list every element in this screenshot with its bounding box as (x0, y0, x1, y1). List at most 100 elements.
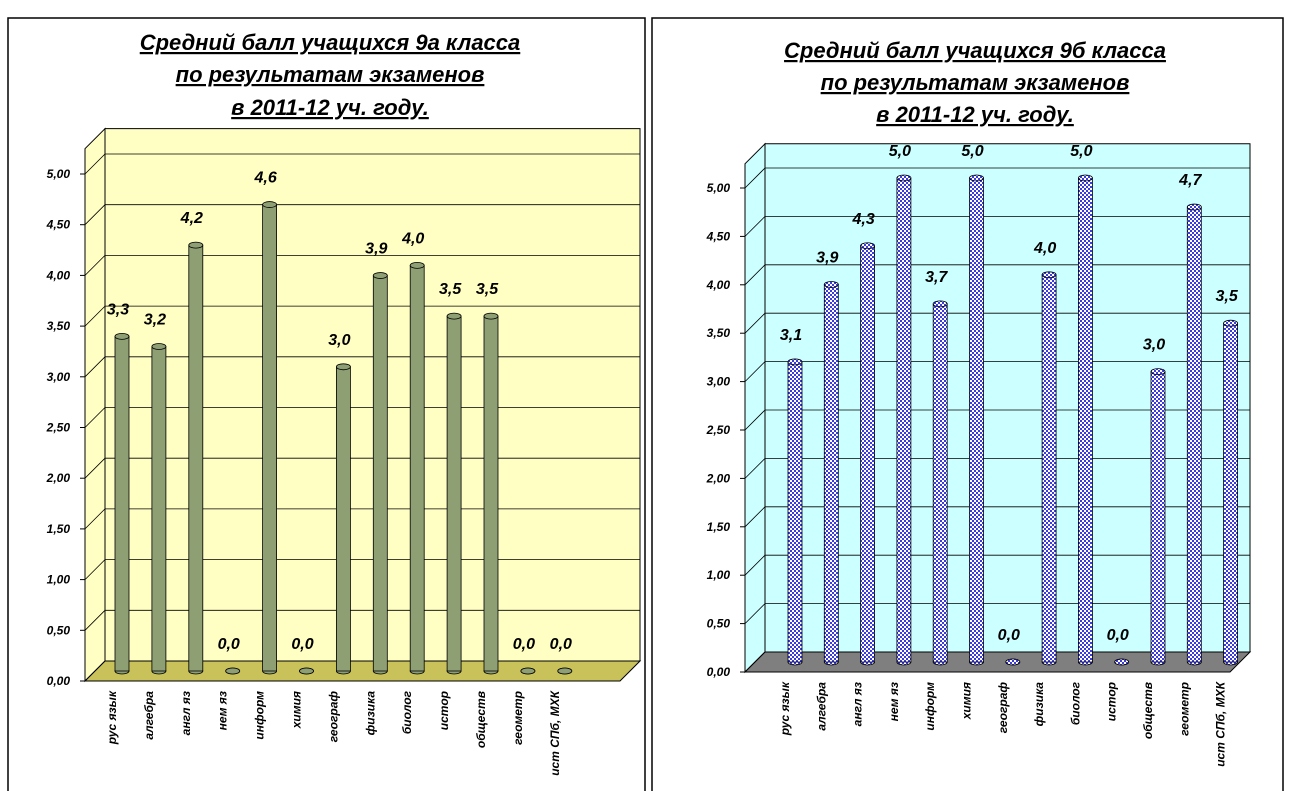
bar (1041, 274, 1057, 663)
chart-title: Средний балл учащихся 9а класса (140, 30, 521, 55)
value-label: 0,0 (550, 636, 572, 653)
bar (372, 275, 388, 672)
x-tick-label: геометр (511, 691, 525, 745)
grid-line (84, 356, 640, 378)
grid-line (84, 254, 640, 276)
y-tick-label: 0,50 (707, 617, 731, 631)
x-tick-label: нем яз (216, 691, 230, 730)
bar-top (1150, 368, 1166, 376)
bar (896, 177, 912, 663)
bar-top (860, 242, 875, 250)
chart-frame (651, 17, 1284, 791)
value-label: 3,2 (144, 312, 166, 329)
y-tick-label: 5,00 (707, 181, 731, 195)
x-tick-label: информ (923, 682, 937, 731)
bar-top (1223, 319, 1238, 327)
bar-top (446, 312, 462, 320)
y-tick-label: 2,50 (706, 423, 731, 437)
value-label: 4,7 (1178, 172, 1202, 189)
bar-top (372, 272, 388, 279)
x-tick-label: истор (1105, 682, 1119, 721)
x-tick-label: химия (960, 682, 974, 720)
grid-line (84, 407, 640, 428)
grid-line (84, 609, 640, 631)
bar (932, 303, 948, 663)
bar-top (225, 667, 241, 675)
bar-top (932, 300, 948, 308)
x-tick-label: англ яз (851, 682, 865, 726)
value-label: 4,0 (1033, 240, 1056, 257)
bar-top (823, 281, 839, 288)
bar-top (1186, 203, 1202, 211)
value-label: 5,0 (961, 143, 983, 160)
bar (409, 264, 425, 672)
x-tick-label: физика (1032, 682, 1046, 727)
bar-top (114, 332, 130, 340)
y-tick-label: 4,50 (46, 218, 71, 232)
x-tick-label: ист СПб, МХК (548, 689, 562, 775)
chart-title: в 2011-12 уч. году. (876, 102, 1074, 127)
grid-line (84, 204, 640, 225)
floor (83, 660, 642, 682)
x-tick-label: геометр (1177, 682, 1191, 736)
x-tick-label: биолог (1068, 681, 1082, 725)
y-tick-label: 0,50 (47, 623, 71, 637)
x-tick-label: англ яз (179, 691, 193, 735)
value-label: 3,9 (816, 249, 838, 266)
value-label: 3,3 (107, 301, 129, 318)
bar-top (1005, 658, 1021, 666)
chart-title: по результатам экзаменов (821, 70, 1130, 95)
value-label: 0,0 (291, 636, 313, 653)
y-tick-label: 2,00 (46, 471, 71, 485)
x-tick-label: нем яз (887, 682, 901, 721)
chart-title: в 2011-12 уч. году. (231, 95, 429, 120)
value-label: 0,0 (998, 627, 1020, 644)
bar-top (262, 201, 278, 208)
bar (151, 346, 167, 672)
value-label: 3,0 (1143, 337, 1165, 354)
grid-line (84, 153, 640, 175)
value-label: 3,5 (1215, 288, 1238, 305)
bar (335, 366, 351, 672)
y-tick-label: 1,50 (707, 520, 731, 534)
bar (860, 245, 875, 663)
x-tick-label: рус язык (105, 690, 119, 745)
y-tick-label: 4,00 (46, 268, 71, 282)
side-wall (84, 127, 106, 683)
y-tick-label: 2,50 (46, 421, 71, 435)
grid-line (744, 167, 1250, 189)
bar-top (896, 174, 912, 182)
y-tick-label: 3,50 (47, 319, 71, 333)
bar (1223, 322, 1238, 663)
value-label: 4,6 (253, 170, 276, 187)
value-label: 4,3 (851, 211, 874, 228)
x-tick-label: обществ (474, 691, 488, 748)
x-tick-label: алгебра (814, 682, 828, 731)
chart-title: Средний балл учащихся 9б класса (784, 38, 1166, 63)
y-tick-label: 1,00 (47, 573, 71, 587)
value-label: 4,0 (401, 230, 424, 247)
x-tick-label: информ (253, 691, 267, 740)
value-label: 5,0 (1070, 143, 1092, 160)
bar-top (557, 667, 573, 675)
y-tick-label: 3,00 (47, 370, 71, 384)
x-tick-label: химия (290, 691, 304, 729)
bar (446, 315, 462, 672)
bar (1078, 177, 1093, 663)
value-label: 0,0 (218, 636, 240, 653)
bar (483, 315, 499, 672)
grid-line (84, 508, 640, 530)
back-wall (104, 128, 641, 662)
x-tick-label: алгебра (142, 691, 156, 740)
x-tick-label: рус язык (778, 681, 792, 736)
x-tick-label: истор (437, 691, 451, 730)
bar-top (787, 358, 803, 366)
y-tick-label: 1,50 (47, 522, 71, 536)
x-tick-label: биолог (400, 690, 414, 734)
bar-top (969, 174, 984, 182)
y-tick-label: 5,00 (47, 167, 71, 181)
value-label: 3,5 (439, 281, 462, 298)
y-tick-label: 2,00 (706, 471, 731, 485)
grid-line (84, 457, 640, 479)
y-tick-label: 1,00 (707, 568, 731, 582)
